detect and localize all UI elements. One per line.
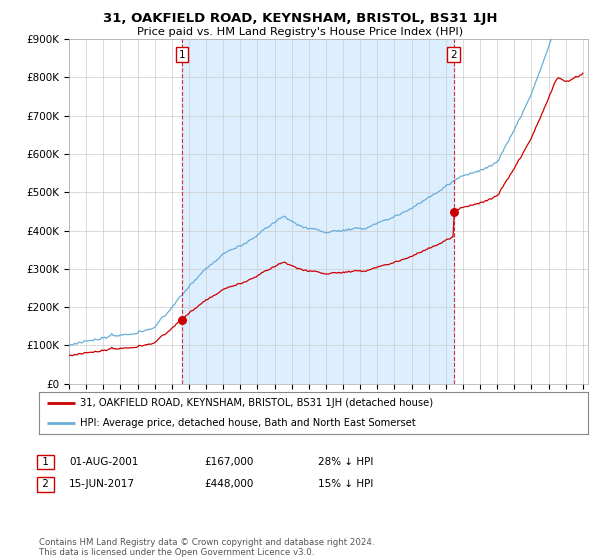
Text: 31, OAKFIELD ROAD, KEYNSHAM, BRISTOL, BS31 1JH (detached house): 31, OAKFIELD ROAD, KEYNSHAM, BRISTOL, BS…: [80, 398, 433, 408]
Text: HPI: Average price, detached house, Bath and North East Somerset: HPI: Average price, detached house, Bath…: [80, 418, 416, 428]
Text: 15-JUN-2017: 15-JUN-2017: [69, 479, 135, 489]
Text: £448,000: £448,000: [204, 479, 253, 489]
Text: 1: 1: [178, 49, 185, 59]
Text: 31, OAKFIELD ROAD, KEYNSHAM, BRISTOL, BS31 1JH: 31, OAKFIELD ROAD, KEYNSHAM, BRISTOL, BS…: [103, 12, 497, 25]
Text: 2: 2: [39, 479, 52, 489]
Text: £167,000: £167,000: [204, 457, 253, 467]
Text: 28% ↓ HPI: 28% ↓ HPI: [318, 457, 373, 467]
Bar: [182, 39, 454, 384]
Point: [449, 208, 458, 217]
Point: [177, 315, 187, 324]
Text: 2: 2: [451, 49, 457, 59]
Text: 01-AUG-2001: 01-AUG-2001: [69, 457, 139, 467]
Text: 1: 1: [39, 457, 52, 467]
Text: 15% ↓ HPI: 15% ↓ HPI: [318, 479, 373, 489]
Text: Contains HM Land Registry data © Crown copyright and database right 2024.
This d: Contains HM Land Registry data © Crown c…: [39, 538, 374, 557]
Text: Price paid vs. HM Land Registry's House Price Index (HPI): Price paid vs. HM Land Registry's House …: [137, 27, 463, 37]
